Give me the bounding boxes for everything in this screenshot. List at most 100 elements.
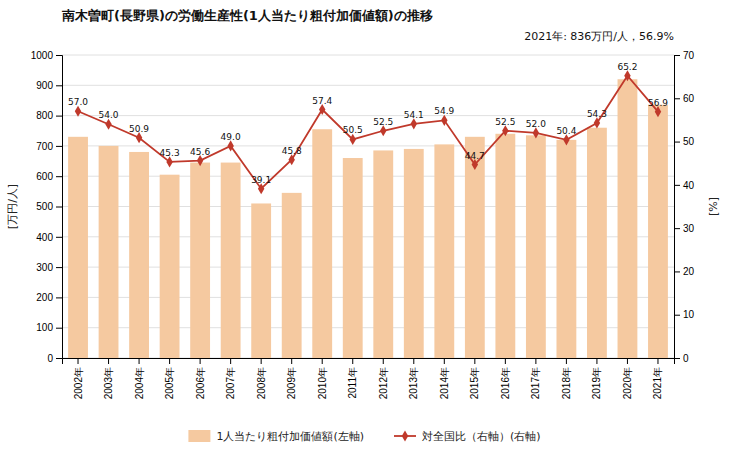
data-label: 54.1: [404, 110, 424, 120]
tick-label: 2007年: [225, 367, 236, 399]
tick-mark: [474, 358, 475, 364]
data-label: 52.0: [526, 119, 546, 129]
plot: 57.054.050.945.345.649.039.145.857.450.5…: [31, 50, 695, 400]
data-label: 57.4: [312, 96, 332, 106]
bar: [343, 158, 363, 358]
tick: 300: [36, 262, 62, 273]
bar: [434, 144, 454, 358]
data-label: 57.0: [68, 97, 88, 107]
tick: 60: [674, 93, 695, 104]
grid-line: [62, 327, 674, 328]
marker: [533, 127, 539, 138]
tick-mark: [566, 358, 567, 364]
marker: [380, 125, 386, 136]
tick-label: 200: [36, 292, 53, 303]
bar: [251, 203, 271, 358]
tick: 2015年: [469, 358, 480, 399]
tick: 2014年: [439, 358, 450, 399]
bars: [68, 79, 668, 358]
tick-mark: [56, 55, 62, 56]
tick-label: 2006年: [195, 367, 206, 399]
tick-mark: [108, 358, 109, 364]
tick-label: 2017年: [530, 367, 541, 399]
data-label: 50.5: [343, 125, 363, 135]
tick-mark: [674, 142, 680, 143]
marker: [197, 155, 203, 166]
tick-label: 2005年: [164, 367, 175, 399]
marker: [594, 117, 600, 128]
tick-mark: [627, 358, 628, 364]
axis-line: [675, 56, 681, 359]
tick: 2010年: [317, 358, 328, 399]
tick-label: 2016年: [500, 367, 511, 399]
tick-label: 2020年: [622, 367, 633, 399]
tick: 2013年: [408, 358, 419, 399]
tick-label: 50: [683, 136, 695, 147]
tick-mark: [674, 271, 680, 272]
tick: 600: [36, 171, 62, 182]
markers: [75, 70, 661, 194]
tick-label: 2018年: [561, 367, 572, 399]
tick-mark: [56, 237, 62, 238]
marker: [136, 132, 142, 143]
tick-mark: [230, 358, 231, 364]
tick-mark: [200, 358, 201, 364]
marks: [68, 70, 668, 358]
tick-label: 2019年: [591, 367, 602, 399]
marker: [75, 106, 81, 117]
tick: 40: [674, 180, 695, 191]
grid-line: [62, 297, 674, 298]
marker: [258, 183, 264, 194]
grid-line: [62, 55, 674, 56]
legend-label: 1人当たり粗付加価値額(左軸): [216, 430, 364, 443]
tick-mark: [56, 146, 62, 147]
tick-label: 0: [683, 353, 689, 364]
tick: 2007年: [225, 358, 236, 399]
tick-mark: [56, 358, 62, 359]
tick-label: 2002年: [73, 367, 84, 399]
bar: [312, 129, 332, 358]
marker: [411, 118, 417, 129]
data-label: 39.1: [251, 175, 271, 185]
grid-line: [62, 236, 674, 237]
bar: [373, 150, 393, 358]
bar: [129, 152, 149, 358]
tick-mark: [674, 98, 680, 99]
grid-line: [62, 206, 674, 207]
tick: 200: [36, 292, 62, 303]
tick-label: 100: [36, 322, 53, 333]
marker: [227, 140, 233, 151]
tick-label: 2010年: [317, 367, 328, 399]
bar: [465, 137, 485, 358]
tick: 2020年: [622, 358, 633, 399]
bar: [99, 146, 119, 358]
tick: 2005年: [164, 358, 175, 399]
data-label: 49.0: [221, 132, 241, 142]
tick-mark: [535, 358, 536, 364]
data-label: 54.0: [99, 110, 119, 120]
grid-line: [62, 267, 674, 268]
tick-label: 10: [683, 309, 695, 320]
tick-label: 2021年: [652, 367, 663, 399]
y-axis: 01002003004005006007008009001000: [31, 50, 63, 364]
tick-mark: [413, 358, 414, 364]
tick: 2006年: [195, 358, 206, 399]
marker: [624, 70, 630, 81]
marker: [288, 154, 294, 165]
legend-item: 1人当たり粗付加価値額(左軸): [188, 430, 364, 443]
tick-mark: [56, 176, 62, 177]
tick-mark: [139, 358, 140, 364]
tick: 2004年: [134, 358, 145, 399]
bar: [648, 105, 668, 358]
tick-label: 2013年: [408, 367, 419, 399]
tick: 400: [36, 232, 62, 243]
tick-label: 20: [683, 266, 695, 277]
marker: [166, 156, 172, 167]
tick-mark: [56, 207, 62, 208]
data-label: 45.3: [160, 148, 180, 158]
marker: [502, 125, 508, 136]
tick: 700: [36, 141, 62, 152]
tick-label: 2008年: [256, 367, 267, 399]
grid-line: [62, 115, 674, 116]
tick: 20: [674, 266, 695, 277]
